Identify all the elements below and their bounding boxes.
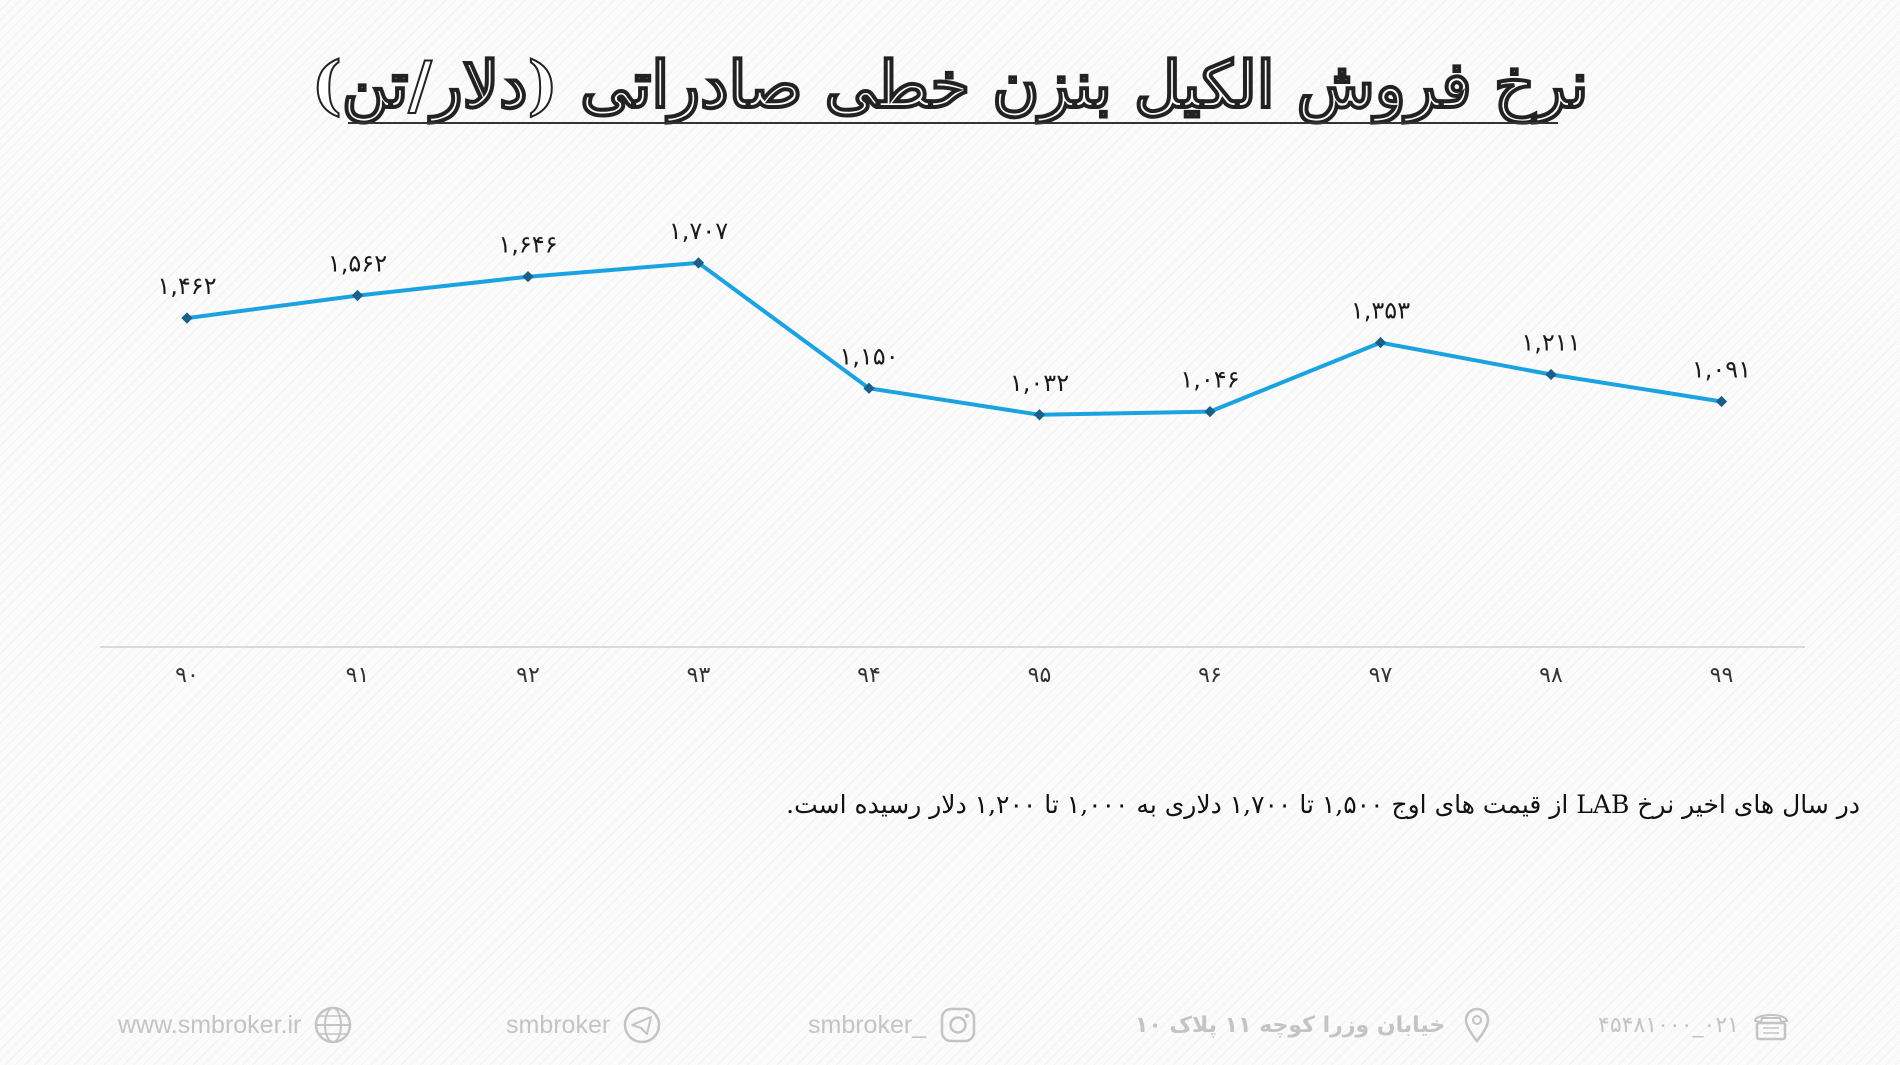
data-label: ۱,۴۶۲	[157, 272, 216, 300]
data-point-marker	[1033, 409, 1046, 421]
data-label: ۱,۰۴۶	[1180, 366, 1239, 394]
data-point-marker	[1715, 395, 1728, 408]
data-point-marker	[692, 257, 705, 269]
data-label: ۱,۱۵۰	[839, 342, 898, 370]
address-text: خیابان وزرا کوچه ۱۱ پلاک ۱۰	[1135, 1012, 1446, 1038]
data-label: ۱,۵۶۲	[328, 250, 387, 278]
footer: www.smbroker.ir smbroker smbroker_ خیابا…	[0, 1005, 1900, 1055]
data-point-marker	[1545, 368, 1557, 381]
data-label: ۱,۰۹۱	[1692, 356, 1751, 384]
x-tick-label: ۹۸	[1539, 663, 1563, 688]
globe-icon	[313, 1005, 353, 1045]
series-line	[186, 260, 1722, 417]
data-label: ۱,۷۰۷	[669, 217, 728, 245]
data-point-marker	[1374, 336, 1387, 349]
telegram-icon	[622, 1005, 662, 1045]
data-label: ۱,۶۴۶	[498, 231, 557, 259]
telegram-text: smbroker	[506, 1010, 611, 1039]
telephone-icon	[1751, 1005, 1791, 1045]
footer-instagram[interactable]: smbroker_	[808, 1005, 978, 1045]
data-point-marker	[863, 382, 875, 394]
x-tick-label: ۹۰	[175, 663, 199, 688]
x-tick-label: ۹۷	[1369, 663, 1393, 688]
website-text: www.smbroker.ir	[118, 1010, 302, 1039]
x-tick-label: ۹۵	[1028, 663, 1052, 688]
x-tick-label: ۹۶	[1198, 663, 1222, 688]
chart-title: نرخ فروش الکیل بنزن خطی صادراتی (دلار/تن…	[311, 47, 1589, 124]
x-tick-label: ۹۳	[687, 663, 711, 688]
data-point-marker	[1204, 405, 1216, 418]
chart-note: در سال های اخیر نرخ LAB از قیمت های اوج …	[786, 790, 1860, 819]
data-point-marker	[181, 312, 193, 324]
data-label: ۱,۳۵۳	[1351, 297, 1410, 325]
x-tick-label: ۹۴	[857, 663, 881, 688]
data-label: ۱,۲۱۱	[1521, 329, 1580, 357]
footer-phone[interactable]: ۰۲۱_۴۵۴۸۱۰۰۰	[1598, 1005, 1791, 1045]
x-tick-label: ۹۲	[516, 663, 540, 688]
phone-text: ۰۲۱_۴۵۴۸۱۰۰۰	[1598, 1012, 1739, 1038]
instagram-text: smbroker_	[808, 1010, 927, 1039]
footer-website[interactable]: www.smbroker.ir	[118, 1005, 353, 1045]
x-tick-label: ۹۱	[346, 663, 370, 688]
footer-address: خیابان وزرا کوچه ۱۱ پلاک ۱۰	[1135, 1005, 1497, 1045]
line-chart: ۱,۴۶۲ ۱,۵۶۲ ۱,۶۴۶ ۱,۷۰۷ ۱,۱۵۰ ۱,۰۳۲ ۱,۰۴۶ ۱,۳۵۳…	[100, 217, 1805, 688]
data-point-marker	[351, 289, 364, 302]
location-pin-icon	[1457, 1005, 1497, 1045]
title-underline	[348, 122, 1558, 124]
instagram-icon	[938, 1005, 978, 1045]
data-label: ۱,۰۳۲	[1010, 369, 1069, 397]
x-tick-label: ۹۹	[1710, 663, 1734, 688]
footer-telegram[interactable]: smbroker	[506, 1005, 662, 1045]
data-point-marker	[522, 270, 534, 283]
